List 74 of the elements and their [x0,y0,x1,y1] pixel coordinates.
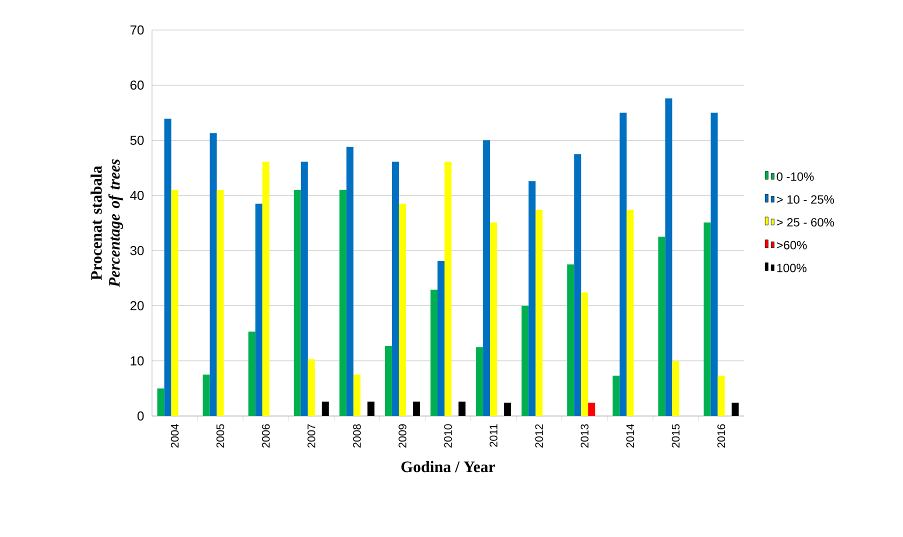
bar [384,346,392,416]
y-tick-label: 10 [130,356,144,366]
bar [164,118,172,416]
bar [665,98,672,416]
bar [612,376,620,416]
x-tick-label: 2015 [672,424,680,448]
y-tick-label: 0 [138,411,144,421]
y-tick-label: 20 [130,301,144,310]
x-tick-label: 2004 [170,424,179,448]
x-tick-label: 2005 [216,424,224,448]
bar [308,359,315,416]
x-tick-label: 2014 [626,424,634,448]
bar [322,402,329,416]
bar [392,162,399,416]
bar [157,388,164,416]
x-tick-label: 2010 [444,424,452,448]
bar [588,402,596,416]
bar [210,133,217,416]
bar [346,146,354,416]
bar [581,292,588,416]
bar [658,236,666,416]
legend-label: >60% [776,240,807,250]
bar [574,154,582,416]
bar [398,204,406,416]
legend-label: 100% [777,264,806,272]
y-tick-label: 30 [130,246,144,256]
x-tick-label: 2008 [353,424,361,448]
bar [536,210,543,416]
x-axis-title: Godina / Year [401,460,496,472]
bar [248,332,256,416]
bar [626,210,634,416]
bar [672,360,680,416]
x-tick-label: 2011 [490,424,498,447]
bar [444,162,452,416]
legend-label: > 10 - 25% [776,195,834,204]
bar [438,261,445,416]
bar [171,190,178,416]
bar [216,190,224,416]
bar [339,190,346,416]
y-axis-title: Procenat stabala Percentage of trees [90,159,123,288]
bar [710,112,718,416]
bar [483,140,490,416]
y-tick-label: 40 [130,190,144,200]
y-tick-label: 60 [130,80,144,90]
x-tick-label: 2012 [535,424,543,448]
y-tick-label: 70 [130,25,144,35]
bar [367,402,374,416]
x-tick-label: 2009 [398,424,406,448]
bar [262,162,270,416]
bar [620,112,627,416]
bar [522,306,529,416]
bar [718,376,725,416]
bar [430,290,438,416]
bar [528,181,536,416]
y-tick-label: 50 [130,136,144,145]
x-tick-label: 2006 [262,424,270,448]
bar [504,402,512,416]
bar [255,204,262,416]
bar [412,402,420,416]
bar [704,222,711,416]
legend-label: 0 -10% [776,172,814,181]
bar [490,222,498,416]
bar [202,374,210,416]
bar [294,190,301,416]
x-tick-label: 2013 [580,424,589,448]
bar [732,402,739,416]
x-tick-label: 2007 [308,424,316,448]
bar [458,402,466,416]
bar [567,264,574,416]
bar [476,347,484,416]
x-tick-label: 2016 [717,424,726,448]
legend-label: > 25 - 60% [776,218,834,227]
bar [353,374,360,416]
bar [300,162,308,416]
